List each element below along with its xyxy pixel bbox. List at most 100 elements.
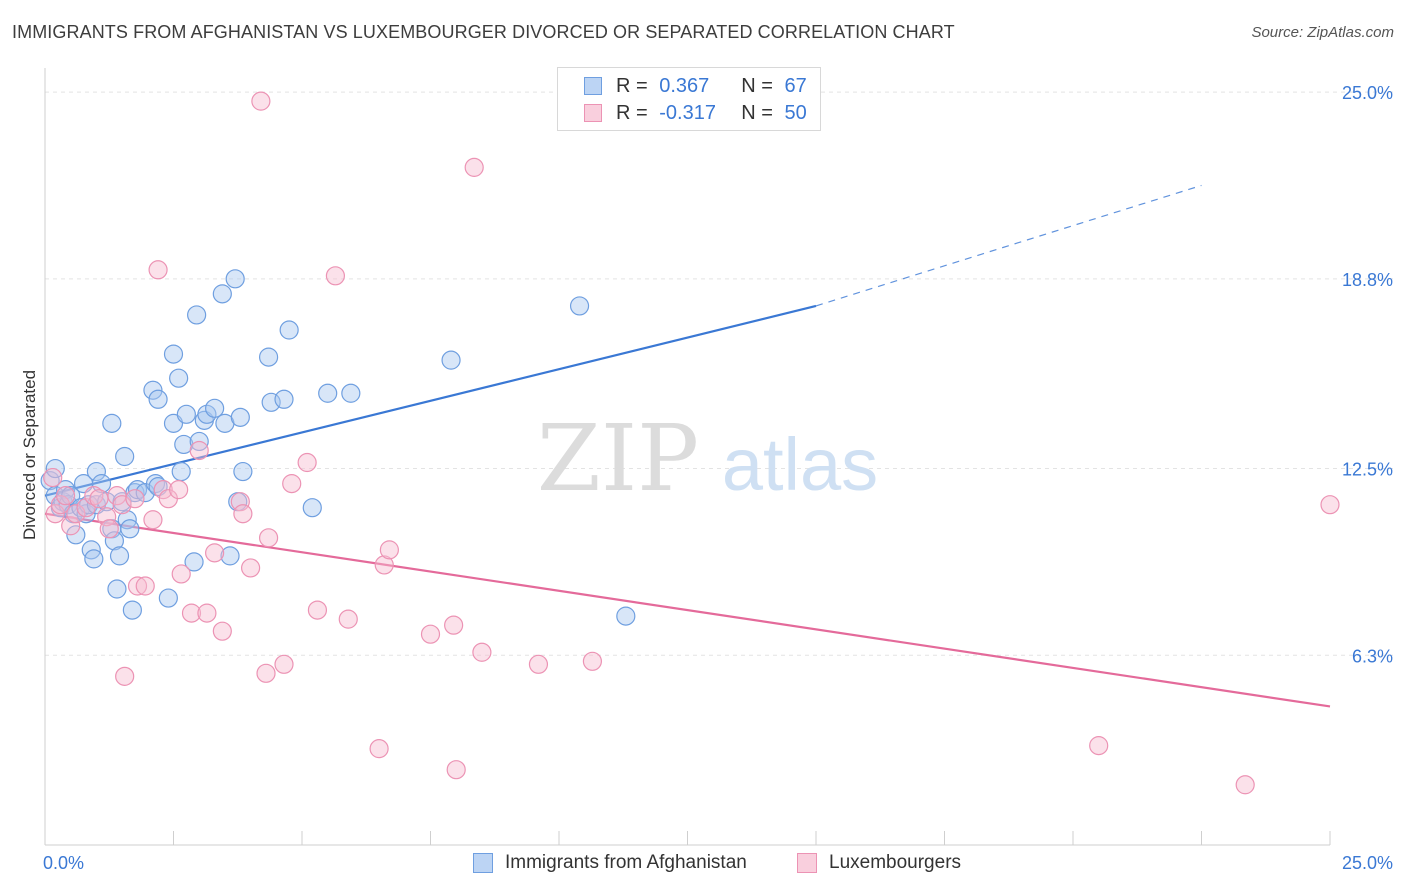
trend-lines	[44, 184, 1331, 708]
luxembourger-point	[374, 555, 394, 575]
luxembourger-point	[241, 558, 261, 578]
luxembourger-point	[1320, 495, 1340, 515]
afghanistan-point	[120, 519, 140, 539]
legend-swatch-pink	[584, 104, 602, 122]
luxembourger-point	[338, 609, 358, 629]
legend-row-luxembourgers: R = -0.317 N = 50	[584, 100, 807, 126]
afghanistan-point	[258, 347, 279, 367]
afghanistan-point	[274, 389, 294, 409]
luxembourger-point	[169, 480, 189, 500]
luxembourger-point	[582, 651, 603, 671]
afghanistan-point	[318, 383, 338, 403]
afghanistan-point	[148, 389, 168, 409]
legend-n-value: 67	[784, 74, 807, 97]
luxembourger-point	[125, 489, 145, 509]
luxembourger-point	[197, 603, 217, 623]
afghanistan-point	[225, 269, 245, 289]
luxembourger-point	[143, 510, 163, 530]
afghanistan-point	[441, 350, 461, 370]
legend-r-label: R =	[616, 74, 654, 97]
afghanistan-point	[158, 588, 178, 608]
luxembourger-point	[297, 452, 317, 473]
afghanistan-trend-extension	[815, 184, 1202, 307]
y-tick-label: 12.5%	[1342, 460, 1393, 480]
luxembourger-trend-line	[44, 512, 1331, 708]
luxembourger-point	[528, 654, 549, 674]
afghanistan-point	[230, 407, 250, 427]
data-points	[40, 91, 1340, 795]
luxembourger-point	[43, 467, 63, 488]
afghanistan-point	[341, 383, 361, 403]
luxembourger-point	[127, 576, 148, 596]
luxembourger-point	[472, 642, 492, 662]
luxembourger-point	[233, 504, 253, 524]
luxembourger-point	[446, 760, 466, 780]
series-legend-luxembourgers[interactable]: Luxembourgers	[797, 852, 961, 874]
afghanistan-point	[569, 296, 590, 316]
luxembourger-point	[135, 576, 155, 596]
x-tick-label-max: 25.0%	[1342, 853, 1393, 873]
afghanistan-point	[176, 404, 196, 424]
luxembourger-point	[307, 600, 328, 620]
watermark: ZIP atlas	[537, 405, 878, 512]
luxembourger-point	[148, 260, 168, 280]
luxembourger-point	[55, 486, 76, 506]
y-tick-label: 18.8%	[1342, 270, 1393, 290]
afghanistan-point	[171, 461, 191, 482]
series-legend-afghanistan[interactable]: Immigrants from Afghanistan	[473, 852, 747, 874]
luxembourger-point	[1089, 736, 1109, 756]
legend-row-afghanistan: R = 0.367 N = 67	[584, 73, 807, 99]
afghanistan-point	[55, 480, 76, 500]
axes	[44, 68, 1331, 846]
luxembourger-point	[171, 564, 191, 584]
source-label: Source: ZipAtlas.com	[1251, 24, 1394, 41]
afghanistan-point	[107, 579, 127, 599]
y-tick-label: 6.3%	[1352, 646, 1393, 666]
luxembourger-point	[256, 663, 276, 683]
legend-n-value: 50	[784, 101, 807, 124]
watermark-atlas: atlas	[722, 423, 878, 506]
luxembourger-point	[1235, 775, 1255, 795]
afghanistan-point	[205, 398, 225, 418]
afghanistan-point	[616, 606, 636, 626]
luxembourger-point	[274, 654, 294, 674]
afghanistan-point	[184, 552, 204, 572]
afghanistan-point	[102, 413, 122, 433]
luxembourger-point	[420, 624, 441, 644]
afghanistan-point	[163, 344, 184, 364]
series-swatch-blue	[473, 853, 493, 873]
series-name-luxembourgers: Luxembourgers	[829, 852, 962, 873]
afghanistan-point	[40, 470, 60, 491]
afghanistan-point	[145, 474, 166, 494]
x-tick-label-min: 0.0%	[43, 853, 84, 873]
series-name-afghanistan: Immigrants from Afghanistan	[505, 852, 747, 873]
afghanistan-point	[187, 305, 207, 325]
luxembourger-point	[97, 507, 117, 527]
luxembourger-point	[325, 266, 346, 286]
series-legend: Immigrants from Afghanistan Luxembourger…	[0, 852, 1406, 878]
luxembourger-point	[282, 474, 302, 494]
legend-r-label: R =	[616, 101, 654, 124]
luxembourger-point	[369, 739, 389, 759]
luxembourger-point	[50, 495, 71, 515]
afghanistan-trend-line	[44, 304, 817, 497]
afghanistan-point	[197, 404, 217, 424]
afghanistan-point	[233, 461, 253, 482]
afghanistan-point	[71, 498, 91, 518]
legend-n-label: N =	[741, 101, 779, 124]
luxembourger-point	[99, 519, 119, 539]
correlation-legend: R = 0.367 N = 67 R = -0.317 N = 50	[557, 67, 821, 131]
luxembourger-point	[212, 621, 232, 641]
afghanistan-point	[279, 320, 299, 340]
afghanistan-point	[220, 546, 240, 566]
afghanistan-point	[169, 368, 189, 388]
afghanistan-point	[66, 525, 86, 545]
luxembourger-point	[153, 480, 173, 500]
luxembourger-point	[181, 603, 202, 623]
y-tick-label: 25.0%	[1342, 83, 1393, 103]
luxembourger-point	[251, 91, 271, 111]
afghanistan-point	[143, 380, 163, 400]
tick-labels: 6.3% 12.5% 18.8% 25.0% 0.0% 25.0%	[43, 83, 1393, 873]
luxembourger-point	[464, 157, 484, 177]
